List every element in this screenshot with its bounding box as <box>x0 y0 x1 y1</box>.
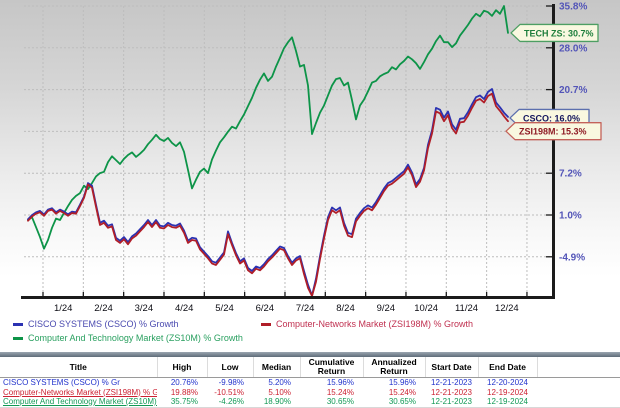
stat-value: 15.96% <box>326 378 354 387</box>
x-axis-label: 9/24 <box>377 303 396 314</box>
column-header: High <box>156 357 207 378</box>
y-axis-label: 20.7% <box>559 85 587 96</box>
stat-value: 5.10% <box>268 387 291 397</box>
legend-swatch-zsi198m <box>261 322 271 326</box>
callout-flag-0 <box>510 23 599 43</box>
column-header: End Date <box>477 357 537 378</box>
series-line-csco <box>27 88 509 297</box>
end-date: 12-19-2024 <box>487 387 528 397</box>
stat-value: 5.20% <box>268 378 291 387</box>
column-header: Cumulative Return <box>299 357 363 378</box>
legend-item-zs10m: Computer And Technology Market (ZS10M) %… <box>13 333 243 343</box>
stat-value: -10.51% <box>214 387 244 397</box>
column-header: Low <box>206 357 253 378</box>
legend-label: Computer And Technology Market (ZS10M) %… <box>28 333 243 343</box>
y-axis-label: 35.8% <box>559 2 587 13</box>
table-row: CISCO SYSTEMS (CSCO) % Gr 20.76% -9.98% 5.2… <box>0 378 620 388</box>
callout-flag-2 <box>505 122 602 141</box>
end-date: 12-20-2024 <box>487 378 528 387</box>
stat-value: 35.75% <box>170 397 198 406</box>
column-header: Annualized Return <box>362 357 425 378</box>
y-axis-label: 28.0% <box>559 43 587 54</box>
start-date: 12-21-2023 <box>431 387 472 397</box>
table-row: Computer And Technology Market (ZS10M) %… <box>0 397 620 407</box>
x-axis-label: 11/24 <box>455 303 478 314</box>
x-axis-label: 10/24 <box>414 303 438 314</box>
column-header: Title <box>0 357 157 378</box>
end-date <box>537 378 620 388</box>
stat-value: 15.96% <box>388 378 416 387</box>
chart-canvas: 35.8% 28.0% 20.7% 7.2% 1.0% -4.9% 1/24 2/24 3/24… <box>21 2 602 314</box>
stats-table: Title High Low Median Cumulative Return Annua… <box>0 357 620 407</box>
callout-label: CSCO: 16.0% <box>523 113 580 123</box>
legend-label: CISCO SYSTEMS (CSCO) % Growth <box>28 319 179 329</box>
end-date: 12-19-2024 <box>487 397 528 406</box>
x-axis-label: 3/24 <box>135 303 154 314</box>
table-row: Computer-Networks Market (ZSI198M) % Gr 1… <box>0 388 620 398</box>
x-axis-label: 2/24 <box>94 303 113 314</box>
stat-value: 15.24% <box>388 387 416 397</box>
stat-value: -9.98% <box>218 378 244 387</box>
title-link[interactable]: Computer And Technology Market (ZS10M) % <box>3 397 157 406</box>
stats-section: Title High Low Median Cumulative Return Annua… <box>0 357 620 408</box>
x-axis-label: 12/24 <box>495 303 519 314</box>
end-date <box>537 388 620 398</box>
title-link[interactable]: Computer-Networks Market (ZSI198M) % Gr <box>3 387 157 397</box>
column-header: Median <box>252 357 300 378</box>
end-date <box>537 397 620 407</box>
x-axis-label: 8/24 <box>336 303 355 314</box>
column-header: Start Date <box>424 357 478 378</box>
legend-item-zsi198m: Computer-Networks Market (ZSI198M) % Gro… <box>261 319 473 329</box>
series-line-zsi198m <box>27 92 509 297</box>
callout-label: TECH ZS: 30.7% <box>524 28 594 38</box>
start-date: 12-21-2023 <box>431 378 472 387</box>
x-axis-label: 7/24 <box>296 303 315 314</box>
x-axis-label: 1/24 <box>54 303 73 314</box>
start-date: 12-21-2023 <box>431 397 472 406</box>
stat-value: 15.24% <box>326 387 354 397</box>
legend-swatch-zs10m <box>13 336 23 340</box>
table-header-row: Title High Low Median Cumulative Return Annua… <box>0 357 620 378</box>
legend-swatch-csco <box>13 322 23 326</box>
stat-value: 30.65% <box>326 397 354 406</box>
stat-value: 19.88% <box>170 387 198 397</box>
stat-value: 30.65% <box>388 397 416 406</box>
series-line-zs10m <box>27 5 509 250</box>
stat-value: 18.90% <box>263 397 291 406</box>
x-axis-label: 4/24 <box>175 303 194 314</box>
x-axis-label: 5/24 <box>215 303 234 314</box>
title-link[interactable]: CISCO SYSTEMS (CSCO) % Gr <box>3 378 120 387</box>
y-axis-label: 7.2% <box>559 169 582 180</box>
chart-legend: CISCO SYSTEMS (CSCO) % Growth Computer-Ne… <box>0 315 620 352</box>
stat-value: 20.76% <box>170 378 198 387</box>
column-header <box>536 357 620 378</box>
y-axis-label: 1.0% <box>559 211 582 222</box>
stat-value: -4.26% <box>218 397 244 406</box>
callout-label: ZSI198M: 15.3% <box>519 127 587 137</box>
y-axis-label: -4.9% <box>559 252 585 263</box>
section-divider <box>0 352 620 357</box>
x-axis-label: 6/24 <box>256 303 275 314</box>
legend-label: Computer-Networks Market (ZSI198M) % Gro… <box>276 319 474 329</box>
growth-comparison-chart: 35.8% 28.0% 20.7% 7.2% 1.0% -4.9% 1/24 2/24 3/24… <box>0 0 620 315</box>
legend-item-csco: CISCO SYSTEMS (CSCO) % Growth <box>13 319 179 329</box>
